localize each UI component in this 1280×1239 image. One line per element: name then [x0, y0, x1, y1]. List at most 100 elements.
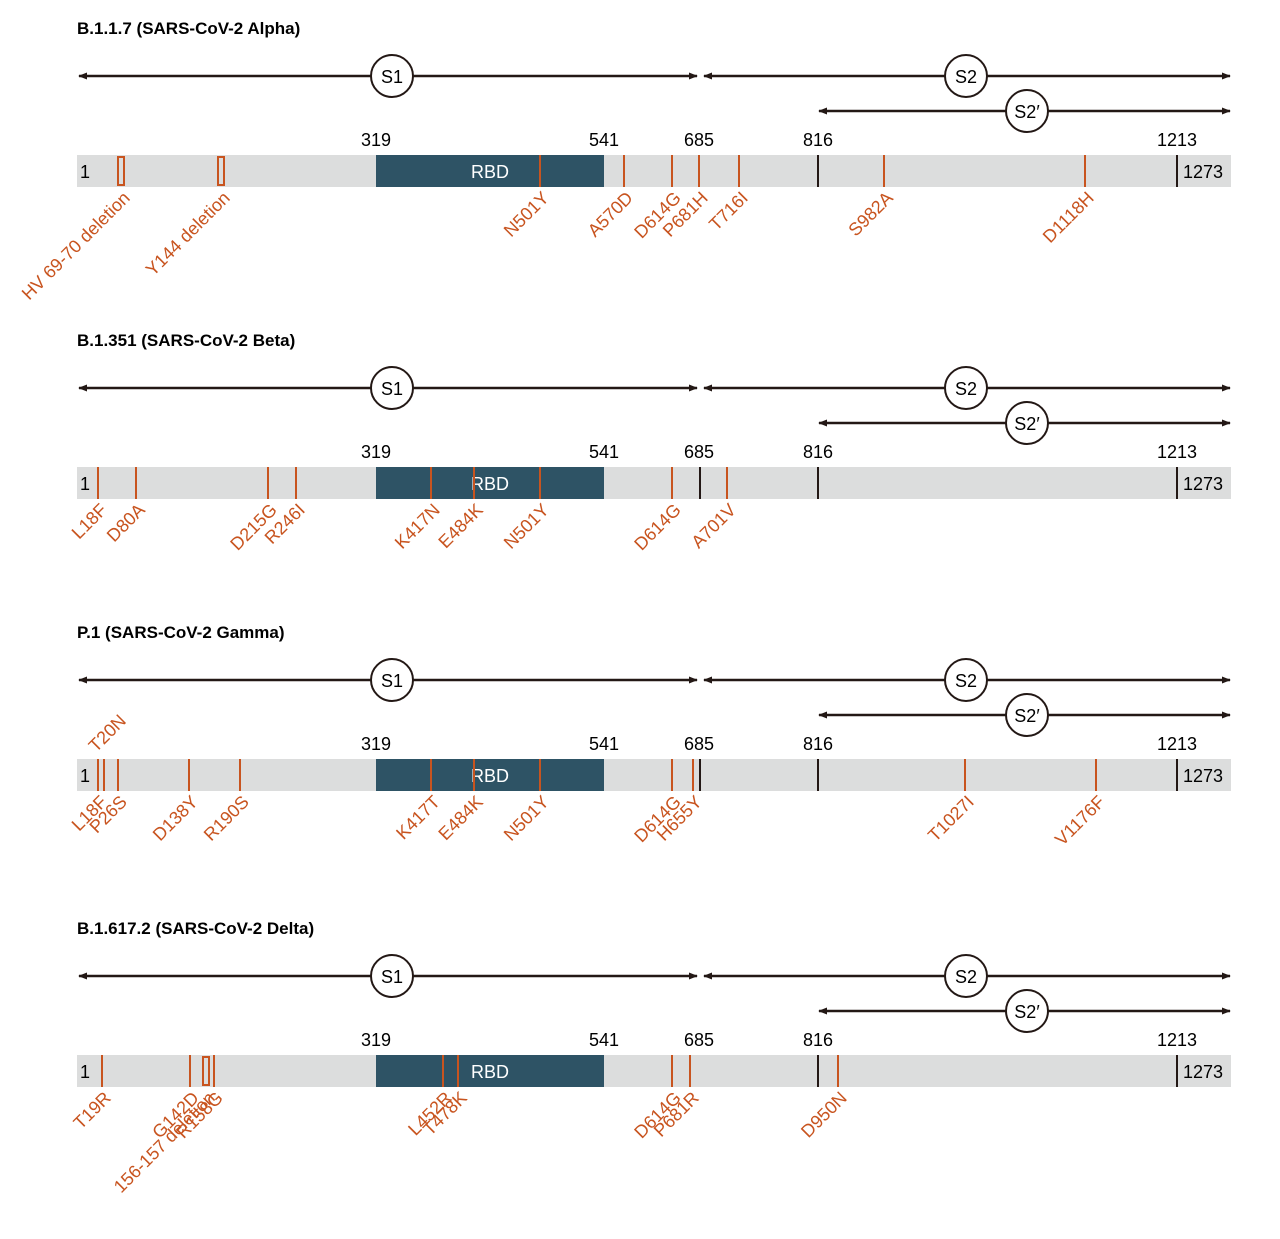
mutation-label: T1027I: [924, 792, 978, 846]
subunit-label: S2′: [1014, 414, 1040, 434]
rbd-label: RBD: [471, 162, 509, 182]
mutation-label: S982A: [844, 188, 896, 240]
mutation-label: D950N: [797, 1088, 851, 1142]
variant-panel: P.1 (SARS-CoV-2 Gamma) S1 S2 S2′ 319 541 685 81…: [68, 623, 1231, 849]
subunit-circle: [370, 54, 414, 98]
deletion-box: [217, 156, 225, 186]
position-label: 541: [589, 734, 619, 754]
mutation-label: D614G: [630, 500, 684, 554]
rbd-domain: [376, 1055, 604, 1087]
subunit-label: S1: [381, 967, 403, 987]
position-label: 816: [803, 734, 833, 754]
mutation-label: K417T: [392, 792, 444, 844]
panel-title: B.1.351 (SARS-CoV-2 Beta): [77, 331, 295, 350]
position-label: 685: [684, 734, 714, 754]
position-label: 541: [589, 442, 619, 462]
subunit-circle: [370, 954, 414, 998]
subunit-label: S2′: [1014, 1002, 1040, 1022]
protein-bar: [77, 1055, 1231, 1087]
rbd-label: RBD: [471, 1062, 509, 1082]
subunit-circle: [1005, 989, 1049, 1033]
mutation-label: E484K: [434, 500, 486, 552]
mutation-label: HV 69-70 deletion: [18, 188, 134, 304]
position-label: 541: [589, 130, 619, 150]
position-label: 816: [803, 130, 833, 150]
protein-bar: [77, 467, 1231, 499]
position-label: 319: [361, 442, 391, 462]
subunit-label: S2′: [1014, 706, 1040, 726]
end-label: 1273: [1183, 1062, 1223, 1082]
variant-panel: B.1.351 (SARS-CoV-2 Beta) S1 S2 S2′ 319 541 68…: [68, 331, 1231, 554]
mutation-label: A701V: [687, 500, 739, 552]
subunit-label: S2: [955, 67, 977, 87]
position-label: 319: [361, 1030, 391, 1050]
mutation-label: N501Y: [500, 188, 553, 241]
position-label: 541: [589, 1030, 619, 1050]
position-label: 1213: [1157, 734, 1197, 754]
subunit-label: S2: [955, 967, 977, 987]
end-label: 1273: [1183, 766, 1223, 786]
position-label: 685: [684, 130, 714, 150]
mutation-label: D80A: [103, 500, 149, 546]
mutation-label: V1176F: [1051, 792, 1109, 850]
protein-bar: [77, 155, 1231, 187]
mutation-label: R190S: [200, 792, 253, 845]
mutation-label: D138Y: [149, 792, 202, 845]
deletion-box: [202, 1056, 210, 1086]
panel-title: B.1.1.7 (SARS-CoV-2 Alpha): [77, 19, 300, 38]
subunit-circle: [1005, 401, 1049, 445]
rbd-domain: [376, 467, 604, 499]
position-label: 816: [803, 1030, 833, 1050]
subunit-circle: [1005, 89, 1049, 133]
mutation-label: T19R: [70, 1088, 115, 1133]
start-label: 1: [80, 162, 90, 182]
mutation-label: L18F: [68, 500, 111, 543]
subunit-circle: [944, 658, 988, 702]
deletion-box: [117, 156, 125, 186]
panel-title: B.1.617.2 (SARS-CoV-2 Delta): [77, 919, 314, 938]
rbd-domain: [376, 759, 604, 791]
position-label: 816: [803, 442, 833, 462]
subunit-label: S2: [955, 379, 977, 399]
mutation-label: T716I: [705, 188, 752, 235]
mutation-label: N501Y: [500, 500, 553, 553]
position-label: 685: [684, 442, 714, 462]
end-label: 1273: [1183, 474, 1223, 494]
position-label: 319: [361, 734, 391, 754]
position-label: 1213: [1157, 442, 1197, 462]
position-label: 1213: [1157, 130, 1197, 150]
protein-bar: [77, 759, 1231, 791]
end-label: 1273: [1183, 162, 1223, 182]
subunit-circle: [370, 366, 414, 410]
rbd-label: RBD: [471, 766, 509, 786]
subunit-circle: [1005, 693, 1049, 737]
rbd-label: RBD: [471, 474, 509, 494]
position-label: 319: [361, 130, 391, 150]
mutation-label: K417N: [391, 500, 444, 553]
panel-title: P.1 (SARS-CoV-2 Gamma): [77, 623, 285, 642]
subunit-label: S1: [381, 67, 403, 87]
subunit-label: S2: [955, 671, 977, 691]
subunit-circle: [944, 54, 988, 98]
variant-panel: B.1.617.2 (SARS-CoV-2 Delta) S1 S2 S2′ 319 54…: [70, 919, 1231, 1197]
mutation-label: N501Y: [500, 792, 553, 845]
mutation-label: A570D: [584, 188, 637, 241]
variant-panel: B.1.1.7 (SARS-CoV-2 Alpha) S1 S2 S2′ 319 541 6…: [18, 19, 1231, 304]
start-label: 1: [80, 1062, 90, 1082]
mutation-label: D1118H: [1039, 188, 1098, 247]
position-label: 1213: [1157, 1030, 1197, 1050]
subunit-label: S1: [381, 671, 403, 691]
mutation-label: T20N: [85, 711, 130, 756]
position-label: 685: [684, 1030, 714, 1050]
start-label: 1: [80, 474, 90, 494]
subunit-circle: [944, 366, 988, 410]
subunit-label: S1: [381, 379, 403, 399]
mutation-label: E484K: [434, 792, 486, 844]
start-label: 1: [80, 766, 90, 786]
subunit-circle: [370, 658, 414, 702]
subunit-circle: [944, 954, 988, 998]
subunit-label: S2′: [1014, 102, 1040, 122]
mutation-label: Y144 deletion: [142, 188, 234, 280]
rbd-domain: [376, 155, 604, 187]
